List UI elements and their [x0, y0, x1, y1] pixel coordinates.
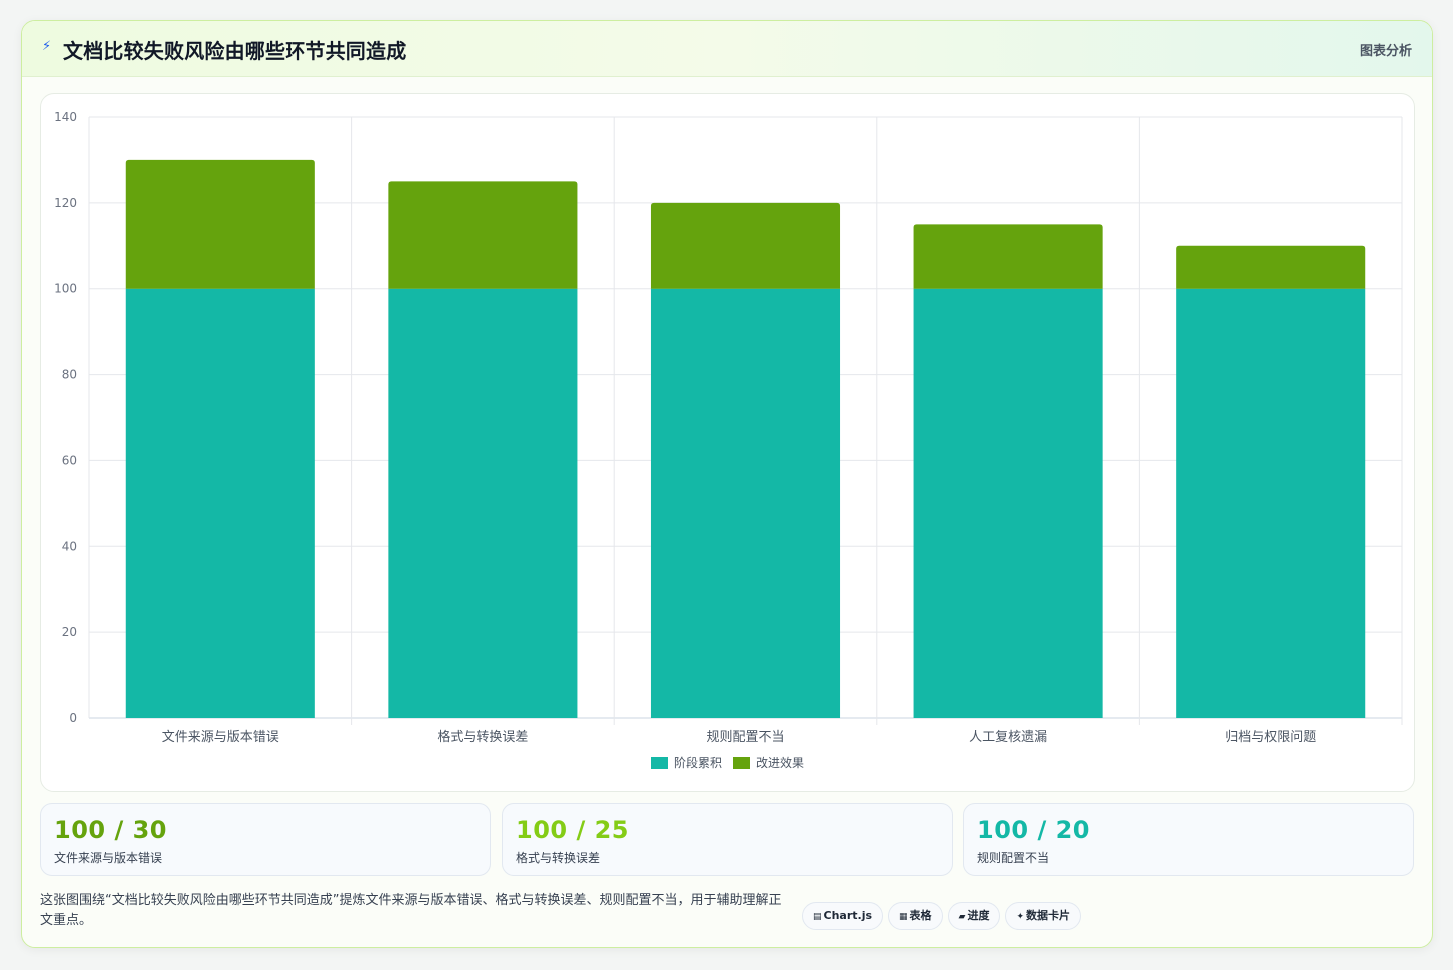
chart-icon: ▤	[813, 912, 822, 922]
chart-container: 0 20 40 60 80 100 120 140 文件来源与版本错误 格式与转换误差 规则配置不当…	[40, 93, 1415, 792]
sparkle-icon: ✦	[1016, 912, 1025, 922]
header-tag: 图表分析	[1359, 44, 1412, 59]
y-tick-label: 120	[54, 196, 77, 210]
x-tick-label: 格式与转换误差	[437, 729, 528, 745]
chart-card: ⚡ 文档比较失败风险由哪些环节共同造成 图表分析 0 20 40 60 80 100 120…	[21, 20, 1433, 948]
chip-data-card[interactable]: ✦ 数据卡片	[1005, 902, 1082, 930]
stat-value: 100 / 30	[54, 816, 167, 844]
bar-segment	[650, 288, 841, 718]
progress-icon: ▰	[958, 912, 966, 922]
chip-progress[interactable]: ▰ 进度	[947, 902, 1001, 930]
bar-segment	[913, 288, 1103, 718]
legend-label: 阶段累积	[674, 755, 722, 770]
stat-label: 规则配置不当	[977, 851, 1050, 865]
y-tick-label: 0	[69, 711, 77, 725]
table-icon: ▦	[899, 912, 908, 922]
stat-cards: 100 / 30 文件来源与版本错误 100 / 25 格式与转换误差 100 …	[40, 803, 1415, 876]
x-tick-label: 归档与权限问题	[1225, 729, 1316, 745]
stat-card-1: 100 / 30 文件来源与版本错误	[40, 803, 491, 876]
y-tick-label: 20	[62, 625, 77, 639]
legend-label: 改进效果	[756, 755, 804, 770]
bar-chart: 0 20 40 60 80 100 120 140 文件来源与版本错误 格式与转换误差 规则配置不当…	[54, 110, 1403, 770]
stat-value: 100 / 20	[977, 816, 1090, 844]
legend-swatch	[651, 757, 668, 769]
bar-segment	[650, 202, 841, 289]
chip-label: Chart.js	[823, 909, 873, 922]
y-tick-label: 40	[62, 539, 77, 553]
y-tick-label: 80	[62, 368, 77, 382]
chip-list: ▤ Chart.js ▦ 表格 ▰ 进度 ✦ 数据卡片	[802, 902, 1086, 930]
legend-swatch	[733, 757, 750, 769]
bar-segment	[1176, 288, 1366, 718]
x-tick-label: 人工复核遗漏	[969, 729, 1047, 745]
stat-label: 格式与转换误差	[516, 851, 601, 865]
stat-value: 100 / 25	[516, 816, 629, 844]
y-tick-label: 60	[62, 453, 77, 467]
bar-segment	[125, 288, 315, 718]
stat-card-3: 100 / 20 规则配置不当	[963, 803, 1414, 876]
chip-label: 进度	[967, 909, 990, 922]
chip-chartjs[interactable]: ▤ Chart.js	[802, 902, 884, 930]
summary-text: 这张图围绕“文档比较失败风险由哪些环节共同造成”提炼文件来源与版本错误、格式与转…	[40, 893, 782, 928]
card-header: ⚡ 文档比较失败风险由哪些环节共同造成 图表分析	[22, 21, 1432, 77]
y-tick-label: 100	[54, 282, 77, 296]
chip-label: 表格	[909, 909, 932, 922]
bar-segment	[125, 159, 315, 289]
bar-segment	[388, 181, 578, 289]
y-tick-label: 140	[54, 110, 77, 124]
page-title: 文档比较失败风险由哪些环节共同造成	[63, 39, 407, 63]
bar-segment	[1176, 245, 1366, 289]
chip-label: 数据卡片	[1026, 909, 1071, 922]
bar-segment	[388, 288, 578, 718]
x-tick-label: 文件来源与版本错误	[162, 730, 279, 745]
x-tick-label: 规则配置不当	[706, 730, 784, 745]
stat-card-2: 100 / 25 格式与转换误差	[502, 803, 953, 876]
bar-segment	[913, 224, 1103, 289]
stat-label: 文件来源与版本错误	[54, 851, 163, 865]
bolt-icon: ⚡	[42, 39, 52, 54]
chip-table[interactable]: ▦ 表格	[888, 902, 943, 930]
